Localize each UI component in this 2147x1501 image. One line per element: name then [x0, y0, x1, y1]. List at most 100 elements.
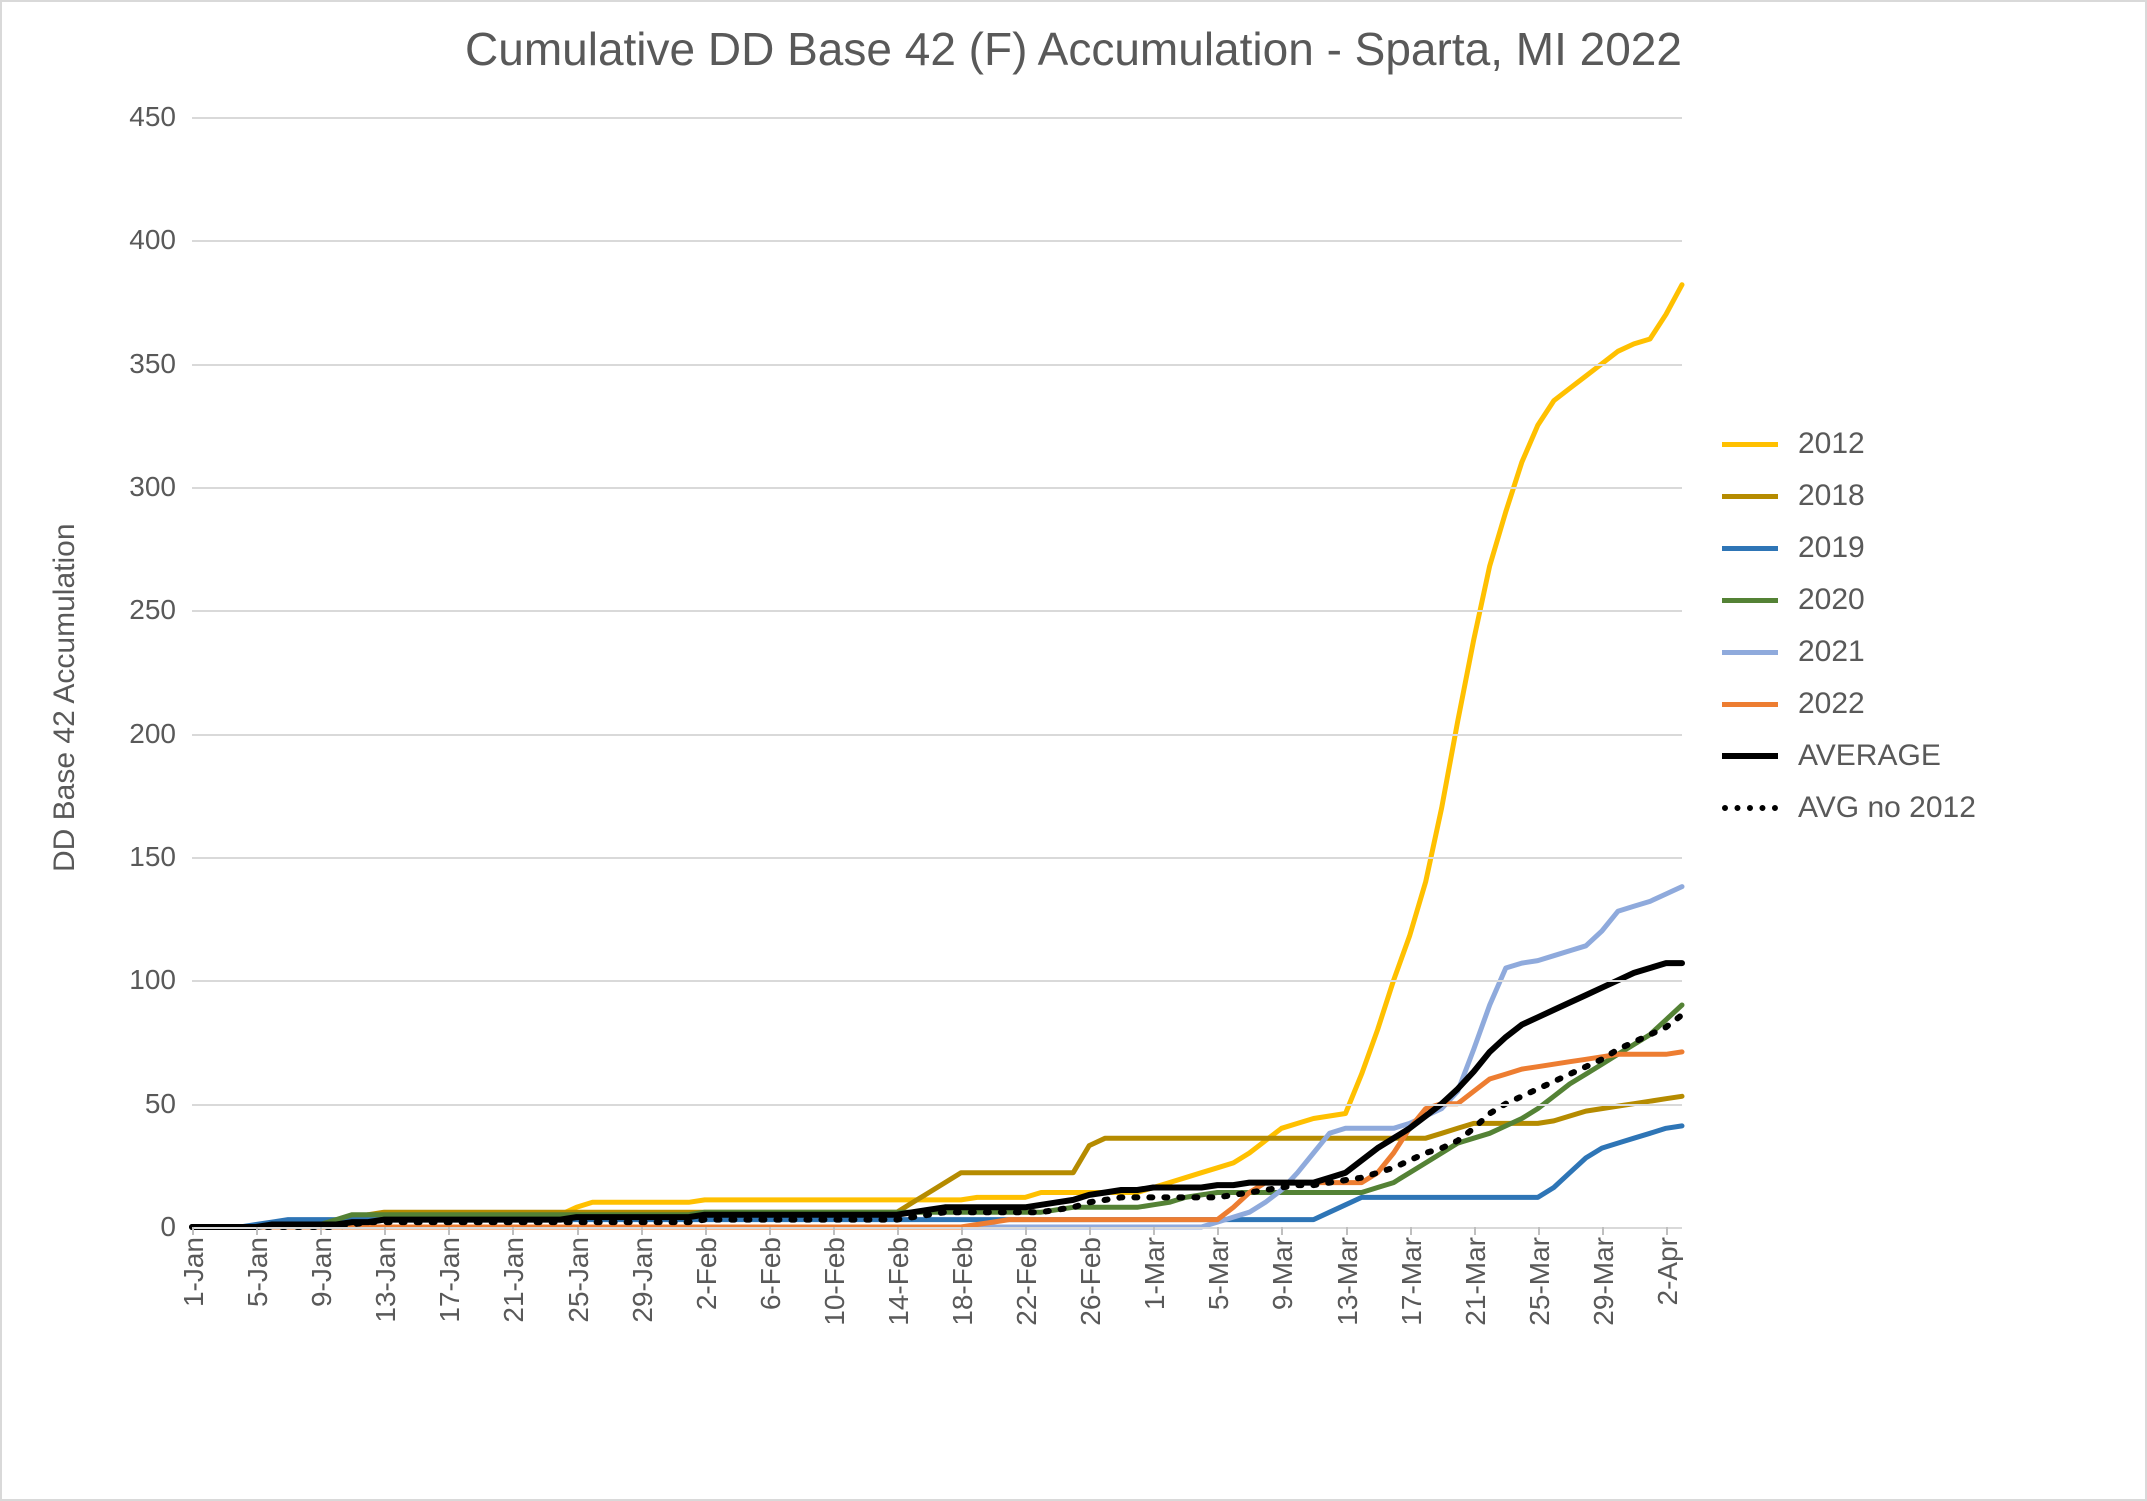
y-axis-tick-label: 250 — [129, 594, 176, 626]
x-axis-tick-mark — [384, 1227, 386, 1235]
x-axis-tick-label: 5-Mar — [1203, 1237, 1235, 1310]
x-axis-tick-mark — [833, 1227, 835, 1235]
x-axis-tick-label: 2-Feb — [691, 1237, 723, 1310]
y-axis-tick-label: 0 — [160, 1211, 176, 1243]
x-axis-tick-label: 2-Apr — [1652, 1237, 1684, 1305]
gridline — [192, 734, 1682, 736]
x-axis-tick-mark — [897, 1227, 899, 1235]
legend-item: 2021 — [1722, 635, 1976, 669]
line-series-svg — [192, 117, 1682, 1227]
x-axis-tick-label: 22-Feb — [1011, 1237, 1043, 1326]
x-axis-tick-label: 9-Jan — [306, 1237, 338, 1307]
plot-area: 0501001502002503003504004501-Jan5-Jan9-J… — [192, 117, 1682, 1227]
x-axis-tick-label: 26-Feb — [1075, 1237, 1107, 1326]
x-axis-tick-label: 1-Jan — [178, 1237, 210, 1307]
x-axis-tick-mark — [1089, 1227, 1091, 1235]
legend-item: 2019 — [1722, 531, 1976, 565]
x-axis-tick-mark — [512, 1227, 514, 1235]
x-axis-tick-mark — [1025, 1227, 1027, 1235]
x-axis-tick-mark — [1602, 1227, 1604, 1235]
x-axis-tick-mark — [577, 1227, 579, 1235]
series-line — [192, 1005, 1682, 1227]
x-axis-tick-label: 13-Jan — [370, 1237, 402, 1323]
x-axis-tick-mark — [1217, 1227, 1219, 1235]
x-axis-tick-label: 18-Feb — [947, 1237, 979, 1326]
legend-label: 2020 — [1798, 583, 1865, 617]
x-axis-tick-mark — [1666, 1227, 1668, 1235]
x-axis-tick-mark — [320, 1227, 322, 1235]
legend-swatch — [1722, 598, 1778, 603]
x-axis-tick-label: 13-Mar — [1332, 1237, 1364, 1326]
legend-label: AVERAGE — [1798, 739, 1941, 773]
legend-swatch — [1722, 546, 1778, 551]
x-axis-tick-mark — [1281, 1227, 1283, 1235]
gridline — [192, 1227, 1682, 1229]
legend-label: AVG no 2012 — [1798, 791, 1976, 825]
legend-swatch — [1722, 702, 1778, 707]
gridline — [192, 1104, 1682, 1106]
x-axis-tick-label: 1-Mar — [1139, 1237, 1171, 1310]
x-axis-tick-mark — [769, 1227, 771, 1235]
gridline — [192, 610, 1682, 612]
y-axis-tick-label: 100 — [129, 964, 176, 996]
x-axis-tick-label: 29-Mar — [1588, 1237, 1620, 1326]
x-axis-tick-mark — [705, 1227, 707, 1235]
y-axis-tick-label: 150 — [129, 841, 176, 873]
gridline — [192, 240, 1682, 242]
x-axis-tick-label: 9-Mar — [1267, 1237, 1299, 1310]
y-axis-tick-label: 350 — [129, 348, 176, 380]
chart-container: Cumulative DD Base 42 (F) Accumulation -… — [0, 0, 2147, 1501]
chart-title: Cumulative DD Base 42 (F) Accumulation -… — [2, 22, 2145, 76]
gridline — [192, 487, 1682, 489]
x-axis-tick-mark — [1410, 1227, 1412, 1235]
legend-swatch — [1722, 805, 1778, 811]
series-line — [192, 887, 1682, 1227]
legend-swatch — [1722, 494, 1778, 499]
gridline — [192, 117, 1682, 119]
legend: 2012 2018 2019 2020 2021 2022 AVERAGE AVG no 20… — [1722, 427, 1976, 843]
legend-item: 2020 — [1722, 583, 1976, 617]
x-axis-tick-label: 5-Jan — [242, 1237, 274, 1307]
legend-swatch — [1722, 753, 1778, 759]
x-axis-tick-mark — [1538, 1227, 1540, 1235]
legend-item: AVG no 2012 — [1722, 791, 1976, 825]
legend-label: 2012 — [1798, 427, 1865, 461]
x-axis-tick-mark — [961, 1227, 963, 1235]
y-axis-tick-label: 400 — [129, 224, 176, 256]
legend-label: 2022 — [1798, 687, 1865, 721]
x-axis-tick-label: 6-Feb — [755, 1237, 787, 1310]
x-axis-tick-label: 25-Jan — [563, 1237, 595, 1323]
y-axis-tick-label: 300 — [129, 471, 176, 503]
legend-item: 2022 — [1722, 687, 1976, 721]
x-axis-tick-label: 10-Feb — [819, 1237, 851, 1326]
x-axis-tick-mark — [448, 1227, 450, 1235]
x-axis-tick-label: 21-Jan — [498, 1237, 530, 1323]
x-axis-tick-label: 25-Mar — [1524, 1237, 1556, 1326]
gridline — [192, 364, 1682, 366]
x-axis-tick-mark — [192, 1227, 194, 1235]
legend-item: 2012 — [1722, 427, 1976, 461]
gridline — [192, 980, 1682, 982]
legend-label: 2021 — [1798, 635, 1865, 669]
x-axis-tick-label: 29-Jan — [627, 1237, 659, 1323]
legend-item: AVERAGE — [1722, 739, 1976, 773]
x-axis-tick-label: 14-Feb — [883, 1237, 915, 1326]
y-axis-title: DD Base 42 Accumulation — [48, 523, 82, 872]
x-axis-tick-mark — [1153, 1227, 1155, 1235]
x-axis-tick-label: 21-Mar — [1460, 1237, 1492, 1326]
y-axis-tick-label: 450 — [129, 101, 176, 133]
gridline — [192, 857, 1682, 859]
legend-swatch — [1722, 442, 1778, 447]
x-axis-tick-mark — [256, 1227, 258, 1235]
y-axis-tick-label: 200 — [129, 718, 176, 750]
legend-item: 2018 — [1722, 479, 1976, 513]
x-axis-tick-label: 17-Mar — [1396, 1237, 1428, 1326]
legend-label: 2018 — [1798, 479, 1865, 513]
legend-swatch — [1722, 650, 1778, 655]
x-axis-tick-label: 17-Jan — [434, 1237, 466, 1323]
x-axis-tick-mark — [1346, 1227, 1348, 1235]
y-axis-tick-label: 50 — [145, 1088, 176, 1120]
legend-label: 2019 — [1798, 531, 1865, 565]
x-axis-tick-mark — [641, 1227, 643, 1235]
x-axis-tick-mark — [1474, 1227, 1476, 1235]
